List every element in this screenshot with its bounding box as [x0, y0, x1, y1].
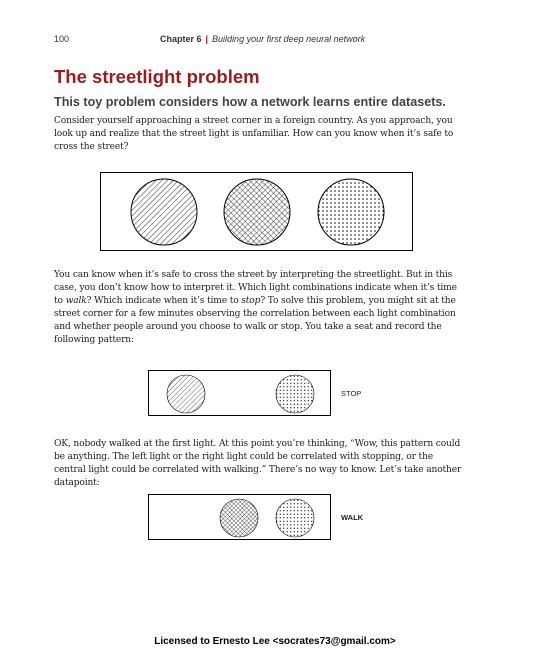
datapoint-1-svg	[166, 374, 315, 414]
page-number: 100	[54, 34, 70, 44]
left-light	[130, 178, 198, 246]
section-subtitle: This toy problem considers how a network…	[54, 95, 446, 109]
running-head: Chapter 6 | Building your first deep neura…	[160, 34, 365, 44]
datapoint-2-svg	[219, 498, 315, 538]
datapoint-1-label: STOP	[341, 389, 362, 398]
datapoint-1-right-light	[275, 374, 315, 414]
datapoint-2-right-light	[275, 498, 315, 538]
chapter-label: Chapter 6	[160, 34, 202, 44]
section-title: The streetlight problem	[54, 66, 260, 87]
middle-light	[223, 178, 291, 246]
datapoint-2-middle-light	[219, 498, 259, 538]
datapoint-2-label: WALK	[341, 513, 364, 522]
paragraph-intro: Consider yourself approaching a street c…	[54, 116, 454, 152]
datapoint-1-left-light	[166, 374, 206, 414]
paragraph-interpret: You can know when it’s safe to cross the…	[54, 270, 457, 345]
chapter-subtitle: Building your first deep neural network	[212, 34, 366, 44]
streetlight-figure	[100, 172, 413, 251]
datapoint-2-figure	[148, 494, 331, 540]
paragraph-observation: OK, nobody walked at the first light. At…	[54, 439, 462, 488]
streetlight-svg	[130, 178, 385, 246]
header-separator: |	[205, 34, 209, 44]
right-light	[317, 178, 385, 246]
license-footer: Licensed to Ernesto Lee <socrates73@gmai…	[154, 636, 396, 647]
datapoint-1-figure	[148, 370, 331, 416]
